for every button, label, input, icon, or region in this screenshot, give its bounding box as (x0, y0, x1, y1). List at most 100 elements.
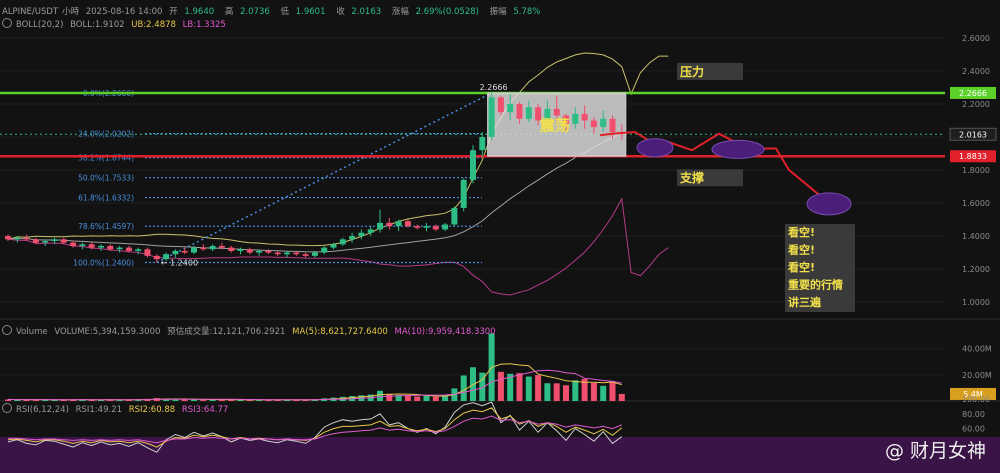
volume-bar (125, 399, 132, 401)
fib-level-label: 50.0%(1.7533) (78, 174, 134, 183)
bearish-annotation-line: 讲三遍 (788, 295, 822, 309)
support-annotation-box (677, 169, 743, 187)
candle-body (377, 222, 383, 230)
price-tick-label: 1.4000 (962, 232, 990, 241)
bearish-annotation-line: 看空! (788, 243, 815, 257)
volume-bar (23, 399, 30, 401)
candle-body (432, 226, 439, 230)
fib-level-label: 78.6%(1.4597) (78, 222, 134, 231)
datetime: 2025-08-16 14:00 (85, 7, 163, 17)
settings-icon[interactable] (2, 18, 12, 28)
candle-body (181, 250, 188, 253)
volume-bar (284, 399, 290, 401)
candle-body (88, 244, 95, 248)
candle-body (460, 179, 467, 208)
volume-bar (609, 381, 616, 401)
candle-body (107, 245, 114, 250)
bearish-annotation-box (785, 224, 855, 312)
candle-body (60, 239, 67, 243)
volume-bar (590, 382, 597, 401)
candle-body (423, 226, 430, 228)
candle-body (470, 150, 476, 180)
volume-bar (107, 399, 114, 401)
volume-bar (581, 378, 588, 401)
candle-body (525, 107, 532, 119)
volume-bar (79, 399, 86, 401)
symbol: ALPINE/USDT (2, 7, 59, 17)
candle-body (404, 221, 411, 227)
candle-body (42, 241, 49, 243)
candle-body (395, 221, 402, 227)
settings-icon[interactable] (2, 325, 12, 335)
rsi-tick-label: 80.00 (962, 410, 985, 419)
boll-upper-band (7, 52, 669, 247)
volume-bar (414, 396, 421, 401)
target-zone-ellipse (636, 138, 674, 158)
candle-body (572, 113, 579, 124)
candle-body (125, 247, 132, 251)
bearish-annotation-line: 看空! (788, 260, 815, 274)
volume-bar (246, 399, 253, 401)
swing-high-label: 2.2666 (480, 83, 508, 92)
volume-tick-label: 20.00M (962, 371, 992, 380)
support-price-tag-bg (950, 150, 996, 163)
volume-bar (563, 385, 569, 401)
price-tick-label: 2.4000 (962, 67, 990, 76)
candle-body (153, 255, 160, 260)
estimated-volume: 预估成交量:12,121,706.2921 (167, 327, 286, 337)
price-tick-label: 1.6000 (962, 199, 990, 208)
current-price-tag: 2.0163 (959, 130, 987, 139)
candle-body (349, 236, 356, 240)
fib-level-label: 61.8%(1.6332) (78, 194, 134, 203)
candle-body (544, 108, 551, 121)
candle-body (609, 118, 616, 133)
candle-body (497, 97, 504, 113)
settings-icon[interactable] (2, 403, 12, 413)
volume-bar (265, 399, 272, 401)
volume-bar (228, 399, 235, 401)
volume-bar (172, 399, 179, 401)
volume-header: Volume VOLUME:5,394,159.3000 预估成交量:12,12… (2, 325, 500, 337)
target-zone-ellipse (711, 139, 765, 159)
volume-bar (470, 367, 476, 401)
low-value: 1.9601 (295, 7, 326, 17)
volume-bar (163, 399, 170, 401)
volume-bar (60, 399, 67, 401)
candle-body (51, 239, 58, 241)
price-tick-label: 2.2000 (962, 100, 990, 109)
volume-bar (209, 399, 216, 401)
projection-path (599, 130, 828, 203)
resistance-price-tag-bg (950, 86, 996, 99)
volume-bar (497, 371, 504, 401)
support-price-tag: 1.8833 (959, 152, 987, 161)
candle-body (414, 226, 421, 228)
volume-bar (525, 376, 532, 401)
candle-body (32, 239, 39, 243)
candle-body (246, 249, 253, 253)
candle-body (563, 115, 569, 124)
rsi1-value: RSI1:49.21 (75, 405, 123, 415)
candle-body (451, 207, 458, 225)
volume-bar (88, 399, 95, 401)
price-header: ALPINE/USDT 小時 2025-08-16 14:00 开 1.9640 … (2, 7, 541, 17)
volume-bar (5, 399, 11, 401)
resistance-annotation: 压力 (680, 64, 704, 79)
boll-mid: BOLL:1.9102 (70, 20, 125, 30)
volume-bar (218, 399, 225, 401)
candle-body (386, 222, 393, 227)
candle-body (237, 249, 244, 251)
volume-bar (572, 380, 579, 401)
volume-value: VOLUME:5,394,159.3000 (54, 327, 161, 337)
candle-body (5, 236, 11, 240)
candle-body (135, 249, 142, 251)
amplitude-value: 5.78% (513, 7, 541, 17)
candle-body (367, 229, 374, 233)
candle-body (14, 237, 21, 240)
candle-body (70, 242, 77, 246)
candle-body (144, 249, 151, 256)
boll-lb: LB:1.3325 (182, 20, 226, 30)
open-value: 1.9640 (184, 7, 215, 17)
volume-bar (256, 399, 263, 401)
fib-level-label: 100.0%(1.2400) (73, 258, 134, 267)
